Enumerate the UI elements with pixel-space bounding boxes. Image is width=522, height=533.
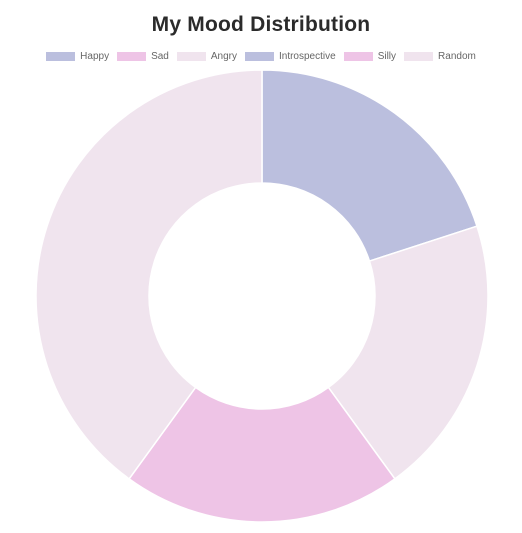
slice-silly[interactable] xyxy=(128,386,396,523)
slice-happy[interactable] xyxy=(261,69,478,263)
legend-swatch xyxy=(404,52,434,61)
legend-swatch xyxy=(244,52,274,61)
legend-item-silly[interactable]: Silly xyxy=(343,51,397,62)
legend-item-random[interactable]: Random xyxy=(404,51,476,62)
legend-label: Happy xyxy=(80,51,110,62)
slice-random[interactable] xyxy=(35,69,263,480)
legend-swatch xyxy=(343,52,373,61)
legend-swatch xyxy=(176,52,206,61)
legend-label: Angry xyxy=(210,51,237,62)
legend-label: Sad xyxy=(151,51,169,62)
chart-title: My Mood Distribution xyxy=(151,13,371,36)
slice-angry[interactable] xyxy=(327,225,489,480)
legend-item-introspective[interactable]: Introspective xyxy=(244,51,336,62)
legend-label: Silly xyxy=(377,51,397,62)
legend-label: Introspective xyxy=(278,51,336,62)
legend-item-happy[interactable]: Happy xyxy=(46,51,109,62)
legend-swatch xyxy=(46,52,76,61)
legend-item-angry[interactable]: Angry xyxy=(176,51,237,62)
legend: Happy Sad Angry Introspective Silly Random xyxy=(0,51,522,62)
legend-label: Random xyxy=(438,51,476,62)
legend-swatch xyxy=(117,52,147,61)
legend-item-sad[interactable]: Sad xyxy=(117,51,169,62)
